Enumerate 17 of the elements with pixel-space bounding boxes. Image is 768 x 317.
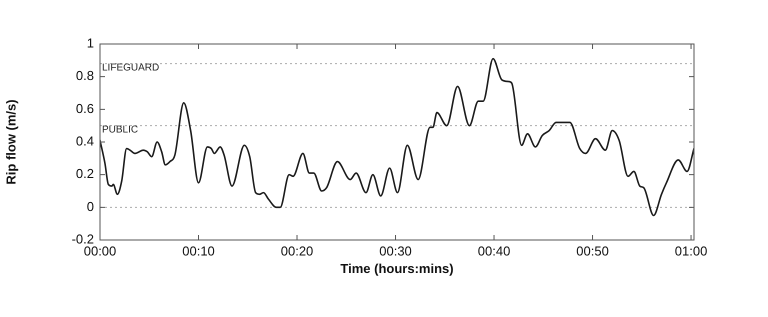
y-tick-label: 0.8 <box>76 68 94 84</box>
y-tick-label: 1 <box>86 36 94 51</box>
x-tick-label: 00:30 <box>379 243 412 258</box>
x-tick-label: 01:00 <box>674 243 708 258</box>
y-tick-label: 0.4 <box>76 134 94 149</box>
y-tick-label: 0.6 <box>76 100 94 116</box>
y-tick-label: 0.2 <box>76 166 94 182</box>
x-tick-label: 00:20 <box>280 243 314 258</box>
ref-line-label: PUBLIC <box>102 124 138 136</box>
x-axis-title: Time (hours:mins) <box>340 260 454 276</box>
x-tick-label: 00:10 <box>182 243 215 258</box>
x-tick-label: 00:50 <box>576 243 609 258</box>
ref-line-label: LIFEGUARD <box>102 62 160 74</box>
y-tick-label: 0 <box>86 198 94 214</box>
y-axis-title: Rip flow (m/s) <box>3 99 18 185</box>
x-tick-label: 00:40 <box>478 243 510 258</box>
line-series <box>100 58 694 216</box>
